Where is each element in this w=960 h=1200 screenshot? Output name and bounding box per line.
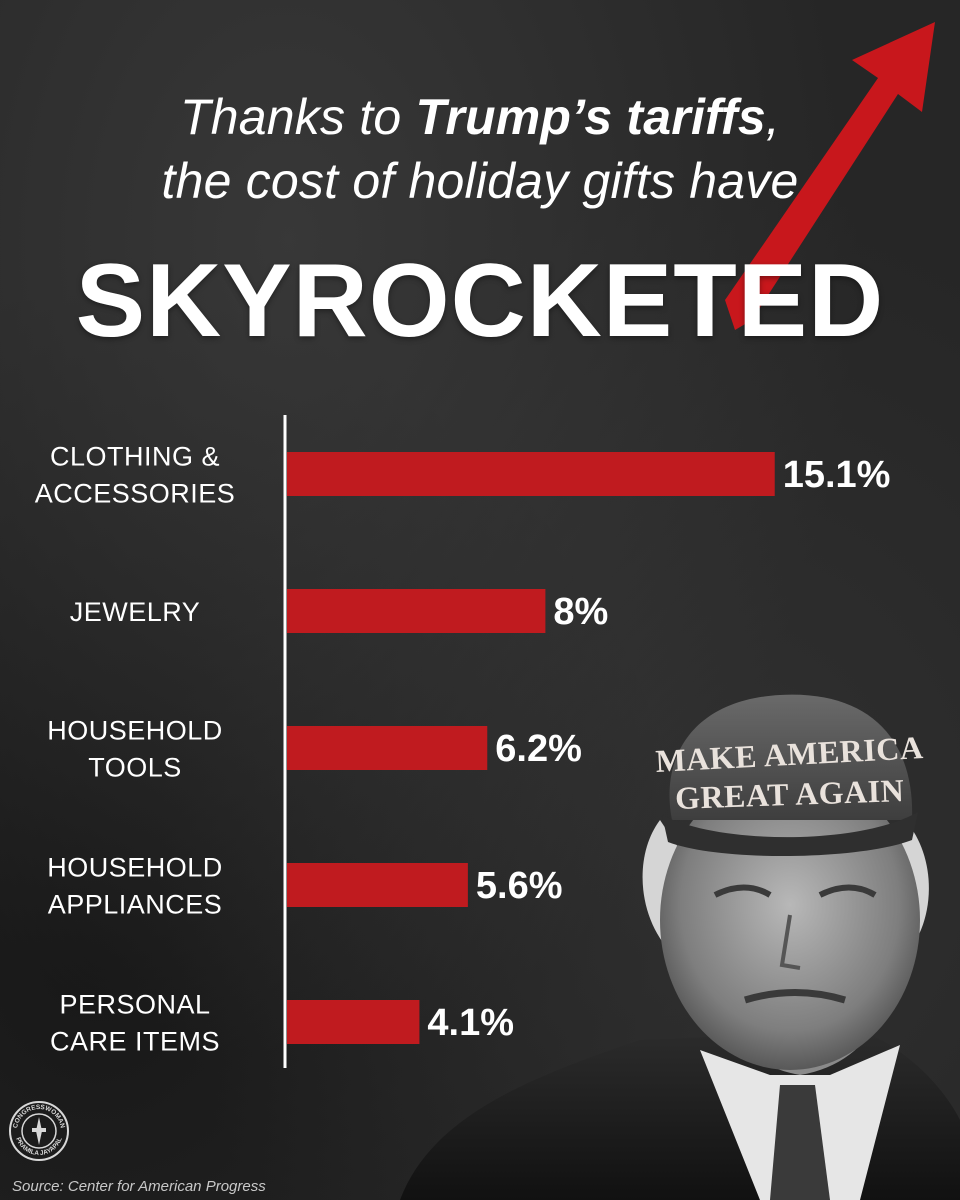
category-label-0-line-0: CLOTHING & [50,442,220,472]
bar-4 [287,1000,420,1044]
category-label-3-line-1: APPLIANCES [48,890,223,920]
category-label-0-line-1: ACCESSORIES [35,479,236,509]
category-label-4-line-1: CARE ITEMS [50,1027,220,1057]
category-label-4-line-0: PERSONAL [59,990,210,1020]
value-label-2: 6.2% [495,728,582,770]
category-label-3-line-0: HOUSEHOLD [47,853,223,883]
category-label-1-line-0: JEWELRY [70,597,201,627]
value-label-4: 4.1% [427,1002,514,1044]
value-label-3: 5.6% [476,865,563,907]
value-label-0: 15.1% [783,454,891,496]
bar-3 [287,863,468,907]
source-caption: Source: Center for American Progress [12,1178,266,1195]
congresswoman-seal-logo: CONGRESSWOMAN PRAMILA JAYAPAL [9,1101,69,1161]
cap-text-line-2: GREAT AGAIN [674,772,904,816]
headline-bold-phrase: Trump’s tariffs [415,89,766,145]
bar-0 [287,452,775,496]
headline-big-word: SKYROCKETED [75,243,885,359]
rising-arrow-icon [725,22,935,330]
bar-1 [287,589,546,633]
bar-2 [287,726,488,770]
headline-line-1: Thanks to Trump’s tariffs, [180,89,780,145]
category-label-2-line-0: HOUSEHOLD [47,716,223,746]
category-label-2-line-1: TOOLS [88,753,182,783]
headline-line-2: the cost of holiday gifts have [161,153,799,209]
value-label-1: 8% [553,591,608,633]
